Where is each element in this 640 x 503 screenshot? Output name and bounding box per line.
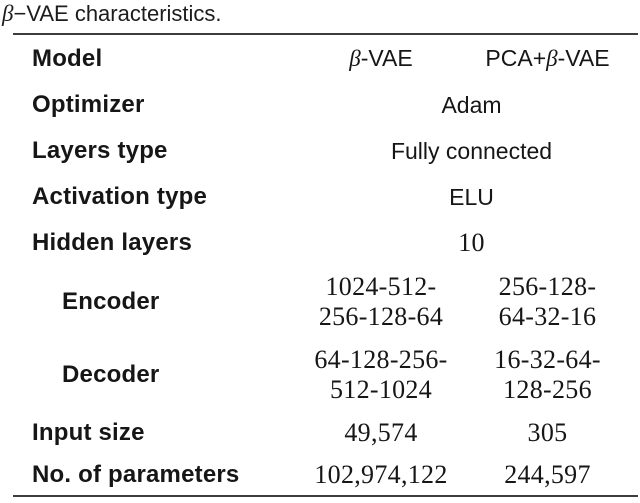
- caption-beta-symbol: β: [2, 1, 14, 26]
- row-label-model: Model: [32, 44, 103, 72]
- table-row-input-size: Input size 49,574 305: [13, 411, 638, 454]
- table-row-hidden-layers: Hidden layers 10: [13, 220, 638, 265]
- encoder-pca-line1: 256-128-: [498, 271, 597, 301]
- cell-activation-type-value: ELU: [449, 183, 494, 210]
- table-row-parameters: No. of parameters 102,974,122 244,597: [13, 454, 638, 495]
- cell-parameters-pca-beta-vae: 244,597: [504, 459, 591, 489]
- column-header-beta-vae: β-VAE: [305, 45, 457, 72]
- table-row-layers-type: Layers type Fully connected: [13, 128, 638, 174]
- row-label-hidden-layers: Hidden layers: [32, 228, 192, 256]
- decoder-pca-line2: 128-256: [503, 374, 592, 404]
- caption-text: −VAE characteristics.: [13, 1, 222, 26]
- cell-hidden-layers-value: 10: [458, 227, 485, 257]
- column-header-vae-text: -VAE: [557, 45, 610, 71]
- cell-decoder-beta-vae: 64-128-256- 512-1024: [305, 345, 457, 405]
- beta-symbol: β: [546, 46, 558, 71]
- column-header-pca-beta-vae: PCA+β-VAE: [457, 45, 638, 72]
- row-label-parameters: No. of parameters: [32, 460, 240, 488]
- cell-layers-type-value: Fully connected: [390, 137, 553, 164]
- table-row-decoder: Decoder 64-128-256- 512-1024 16-32-64- 1…: [13, 338, 638, 411]
- cell-optimizer-value: Adam: [441, 91, 502, 118]
- cell-decoder-pca-beta-vae: 16-32-64- 128-256: [457, 345, 638, 405]
- encoder-pca-line2: 64-32-16: [498, 301, 597, 331]
- encoder-beta-vae-line2: 256-128-64: [318, 301, 444, 331]
- table-caption: β−VAE characteristics.: [2, 1, 222, 27]
- decoder-beta-vae-line1: 64-128-256-: [314, 344, 448, 374]
- row-label-optimizer: Optimizer: [32, 91, 145, 118]
- vae-characteristics-table: Model β-VAE PCA+β-VAE Optimizer Adam Lay…: [13, 33, 638, 497]
- beta-symbol: β: [349, 46, 361, 71]
- row-label-layers-type: Layers type: [32, 137, 168, 164]
- row-label-input-size: Input size: [32, 418, 145, 446]
- column-header-pca-text: PCA+: [485, 45, 547, 71]
- cell-parameters-beta-vae: 102,974,122: [314, 459, 448, 489]
- cell-encoder-pca-beta-vae: 256-128- 64-32-16: [457, 272, 638, 332]
- row-label-activation-type: Activation type: [32, 183, 208, 210]
- table-row-model: Model β-VAE PCA+β-VAE: [13, 35, 638, 82]
- encoder-beta-vae-line1: 1024-512-: [325, 271, 437, 301]
- table-row-activation-type: Activation type ELU: [13, 174, 638, 220]
- table-row-optimizer: Optimizer Adam: [13, 82, 638, 128]
- row-label-encoder: Encoder: [62, 287, 160, 315]
- row-label-decoder: Decoder: [62, 360, 160, 388]
- table-row-encoder: Encoder 1024-512- 256-128-64 256-128- 64…: [13, 265, 638, 338]
- decoder-beta-vae-line2: 512-1024: [329, 374, 433, 404]
- cell-encoder-beta-vae: 1024-512- 256-128-64: [305, 272, 457, 332]
- column-header-beta-vae-text: -VAE: [360, 45, 413, 71]
- cell-input-size-beta-vae: 49,574: [344, 417, 418, 447]
- decoder-pca-line1: 16-32-64-: [494, 344, 601, 374]
- cell-input-size-pca-beta-vae: 305: [527, 417, 568, 447]
